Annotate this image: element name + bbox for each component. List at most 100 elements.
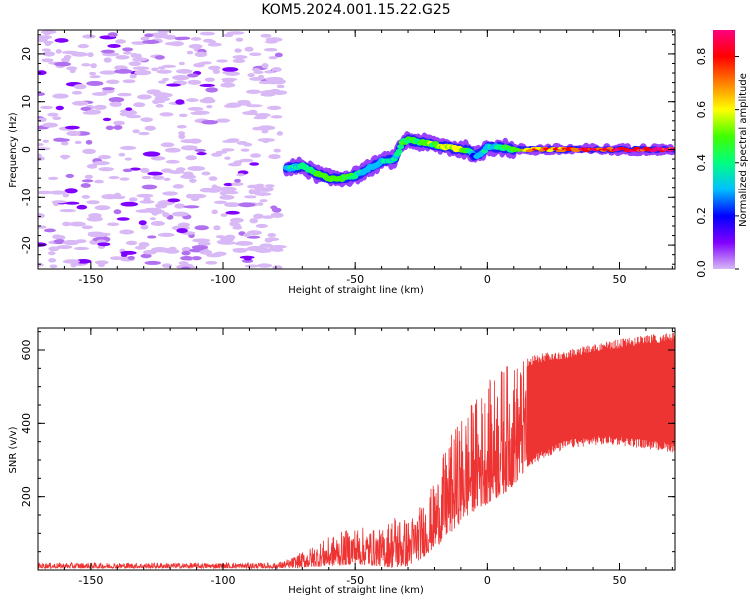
heatmap-cell bbox=[188, 44, 203, 49]
heatmap-cell bbox=[211, 209, 218, 215]
x-tick-label: 50 bbox=[612, 574, 626, 587]
heatmap-cell bbox=[244, 264, 259, 268]
heatmap-cell bbox=[88, 212, 102, 219]
heatmap-cell bbox=[395, 148, 403, 154]
heatmap-cell bbox=[251, 67, 261, 72]
x-tick-label: 50 bbox=[612, 273, 626, 286]
heatmap-cell bbox=[175, 68, 193, 74]
heatmap-cell bbox=[141, 175, 152, 180]
heatmap-cell bbox=[248, 189, 255, 195]
heatmap-cell bbox=[48, 258, 57, 263]
heatmap-cell bbox=[270, 205, 278, 210]
heatmap-cell bbox=[205, 260, 218, 265]
heatmap-cell bbox=[263, 249, 272, 253]
heatmap-cell bbox=[270, 212, 284, 218]
heatmap-cell bbox=[273, 148, 282, 153]
heatmap-cell bbox=[55, 105, 64, 111]
heatmap-cell bbox=[165, 83, 181, 87]
heatmap-cell bbox=[211, 152, 223, 157]
heatmap-cell bbox=[122, 168, 133, 173]
heatmap-cell bbox=[65, 173, 75, 178]
heatmap-cell bbox=[190, 197, 200, 202]
heatmap-cell bbox=[242, 111, 258, 115]
heatmap-cell bbox=[180, 255, 194, 261]
heatmap-cell bbox=[133, 102, 146, 108]
heatmap-cell bbox=[245, 104, 263, 108]
heatmap-cell bbox=[132, 57, 148, 62]
y-tick-label: 0 bbox=[20, 146, 33, 153]
x-tick-label: -150 bbox=[78, 574, 103, 587]
heatmap-cell bbox=[102, 117, 112, 122]
heatmap-cell bbox=[42, 139, 49, 143]
x-tick-label: -50 bbox=[346, 574, 364, 587]
heatmap-cell bbox=[243, 142, 253, 147]
heatmap-cell bbox=[265, 77, 280, 82]
snr-x-axis-label: Height of straight line (km) bbox=[288, 585, 424, 596]
heatmap-cell bbox=[267, 232, 277, 238]
heatmap-cell bbox=[181, 145, 198, 151]
heatmap-cell bbox=[187, 107, 204, 111]
heatmap-cell bbox=[113, 192, 122, 198]
heatmap-cell bbox=[234, 178, 241, 183]
heatmap-cell bbox=[194, 148, 207, 153]
heatmap-cell bbox=[216, 239, 230, 244]
heatmap-cell bbox=[128, 197, 138, 202]
heatmap-cell bbox=[196, 151, 207, 156]
heatmap-cell bbox=[181, 266, 191, 269]
y-tick-label: 200 bbox=[20, 486, 33, 507]
colorbar-ticks: 0.0 0.2 0.4 0.6 0.8 bbox=[695, 48, 739, 278]
heatmap-cell bbox=[216, 118, 231, 123]
heatmap-cell bbox=[144, 33, 154, 38]
heatmap-cell bbox=[154, 55, 165, 60]
heatmap-cell bbox=[253, 213, 264, 219]
x-tick-label: 0 bbox=[484, 273, 491, 286]
heatmap-cell bbox=[193, 62, 205, 68]
snr-series-line bbox=[38, 332, 675, 570]
x-tick-label: -100 bbox=[211, 574, 236, 587]
heatmap-cell bbox=[47, 112, 59, 117]
heatmap-cell bbox=[42, 51, 56, 57]
heatmap-cell bbox=[105, 79, 120, 84]
heatmap-cell bbox=[128, 61, 142, 67]
heatmap-cell bbox=[171, 211, 189, 217]
heatmap-cell bbox=[260, 33, 272, 38]
heatmap-cell bbox=[38, 92, 45, 96]
heatmap-cell bbox=[107, 32, 118, 38]
heatmap-cell bbox=[226, 138, 240, 142]
heatmap-cell bbox=[272, 265, 283, 269]
heatmap-cell bbox=[90, 63, 97, 69]
heatmap-cell bbox=[129, 73, 137, 79]
heatmap-cell bbox=[137, 94, 152, 100]
heatmap-cell bbox=[260, 90, 279, 95]
heatmap-cell bbox=[147, 171, 163, 176]
heatmap-cell bbox=[157, 66, 166, 70]
heatmap-cell bbox=[224, 202, 241, 208]
heatmap-cell bbox=[119, 177, 130, 181]
heatmap-cell bbox=[38, 70, 47, 76]
heatmap-cell bbox=[191, 256, 202, 261]
heatmap-cell bbox=[62, 239, 80, 246]
heatmap-cell bbox=[249, 77, 264, 81]
heatmap-cell bbox=[54, 38, 69, 43]
heatmap-cell bbox=[155, 203, 168, 209]
heatmap-cell bbox=[57, 138, 70, 142]
heatmap-cell bbox=[147, 235, 157, 239]
heatmap-cell bbox=[246, 89, 262, 94]
heatmap-cell bbox=[276, 84, 285, 89]
heatmap-cell bbox=[81, 179, 94, 183]
heatmap-cell bbox=[185, 98, 199, 102]
heatmap-cell bbox=[633, 146, 641, 150]
heatmap-cell bbox=[236, 101, 252, 106]
heatmap-cell bbox=[234, 223, 241, 228]
y-tick-label: 10 bbox=[20, 95, 33, 109]
heatmap-cell bbox=[257, 263, 273, 268]
heatmap-cell bbox=[48, 176, 59, 180]
heatmap-cell bbox=[159, 112, 174, 117]
heatmap-cell bbox=[86, 80, 104, 86]
heatmap-cell bbox=[255, 223, 268, 228]
heatmap-cell bbox=[175, 167, 186, 172]
heatmap-cell bbox=[206, 105, 213, 109]
heatmap-cell bbox=[174, 203, 185, 209]
heatmap-cell bbox=[232, 58, 246, 64]
